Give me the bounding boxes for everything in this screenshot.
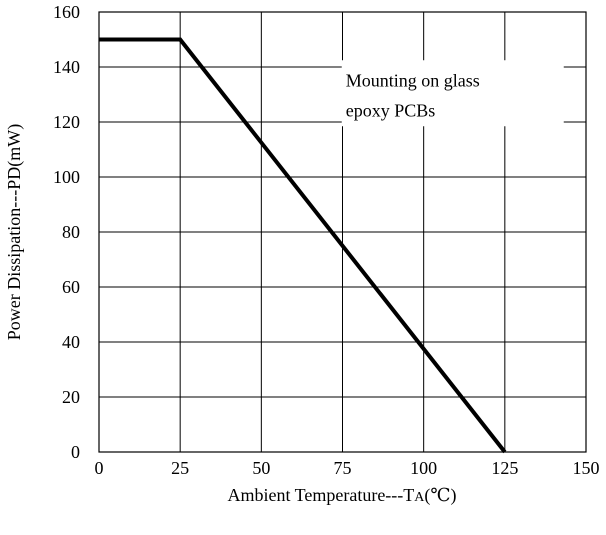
y-tick-label: 20	[62, 387, 80, 407]
x-tick-label: 0	[95, 458, 104, 478]
annotation-box	[341, 60, 564, 127]
x-tick-label: 75	[334, 458, 352, 478]
series-group	[99, 37, 507, 454]
plot-border	[98, 11, 587, 453]
x-tick-labels: 0 25 50 75 100 125 150	[95, 458, 600, 478]
y-tick-label: 80	[62, 222, 80, 242]
annotation-line: epoxy PCBs	[346, 100, 436, 120]
x-axis-title-subscript: A	[414, 490, 425, 505]
series-line	[99, 37, 507, 454]
y-tick-labels: 0 20 40 60 80 100 120 140 160	[53, 2, 80, 462]
y-axis-title: Power Dissipation---PD(mW)	[4, 124, 25, 340]
x-tick-label: 125	[491, 458, 518, 478]
x-axis-title: Ambient Temperature---TA(℃)	[227, 485, 456, 506]
y-tick-label: 100	[53, 167, 80, 187]
x-tick-label: 25	[171, 458, 189, 478]
x-axis-title-unit: (℃)	[424, 485, 456, 506]
x-axis-title-main: Ambient Temperature---T	[227, 485, 414, 505]
y-tick-label: 40	[62, 332, 80, 352]
y-tick-label: 140	[53, 57, 80, 77]
plot-frame	[98, 11, 587, 453]
annotation: Mounting on glass epoxy PCBs	[346, 70, 480, 120]
x-tick-label: 100	[410, 458, 437, 478]
y-tick-label: 160	[53, 2, 80, 22]
annotation-line: Mounting on glass	[346, 70, 480, 90]
x-tick-label: 50	[252, 458, 270, 478]
y-tick-label: 120	[53, 112, 80, 132]
annotation-background	[341, 60, 564, 127]
x-tick-label: 150	[573, 458, 600, 478]
y-tick-label: 0	[71, 442, 80, 462]
y-tick-label: 60	[62, 277, 80, 297]
